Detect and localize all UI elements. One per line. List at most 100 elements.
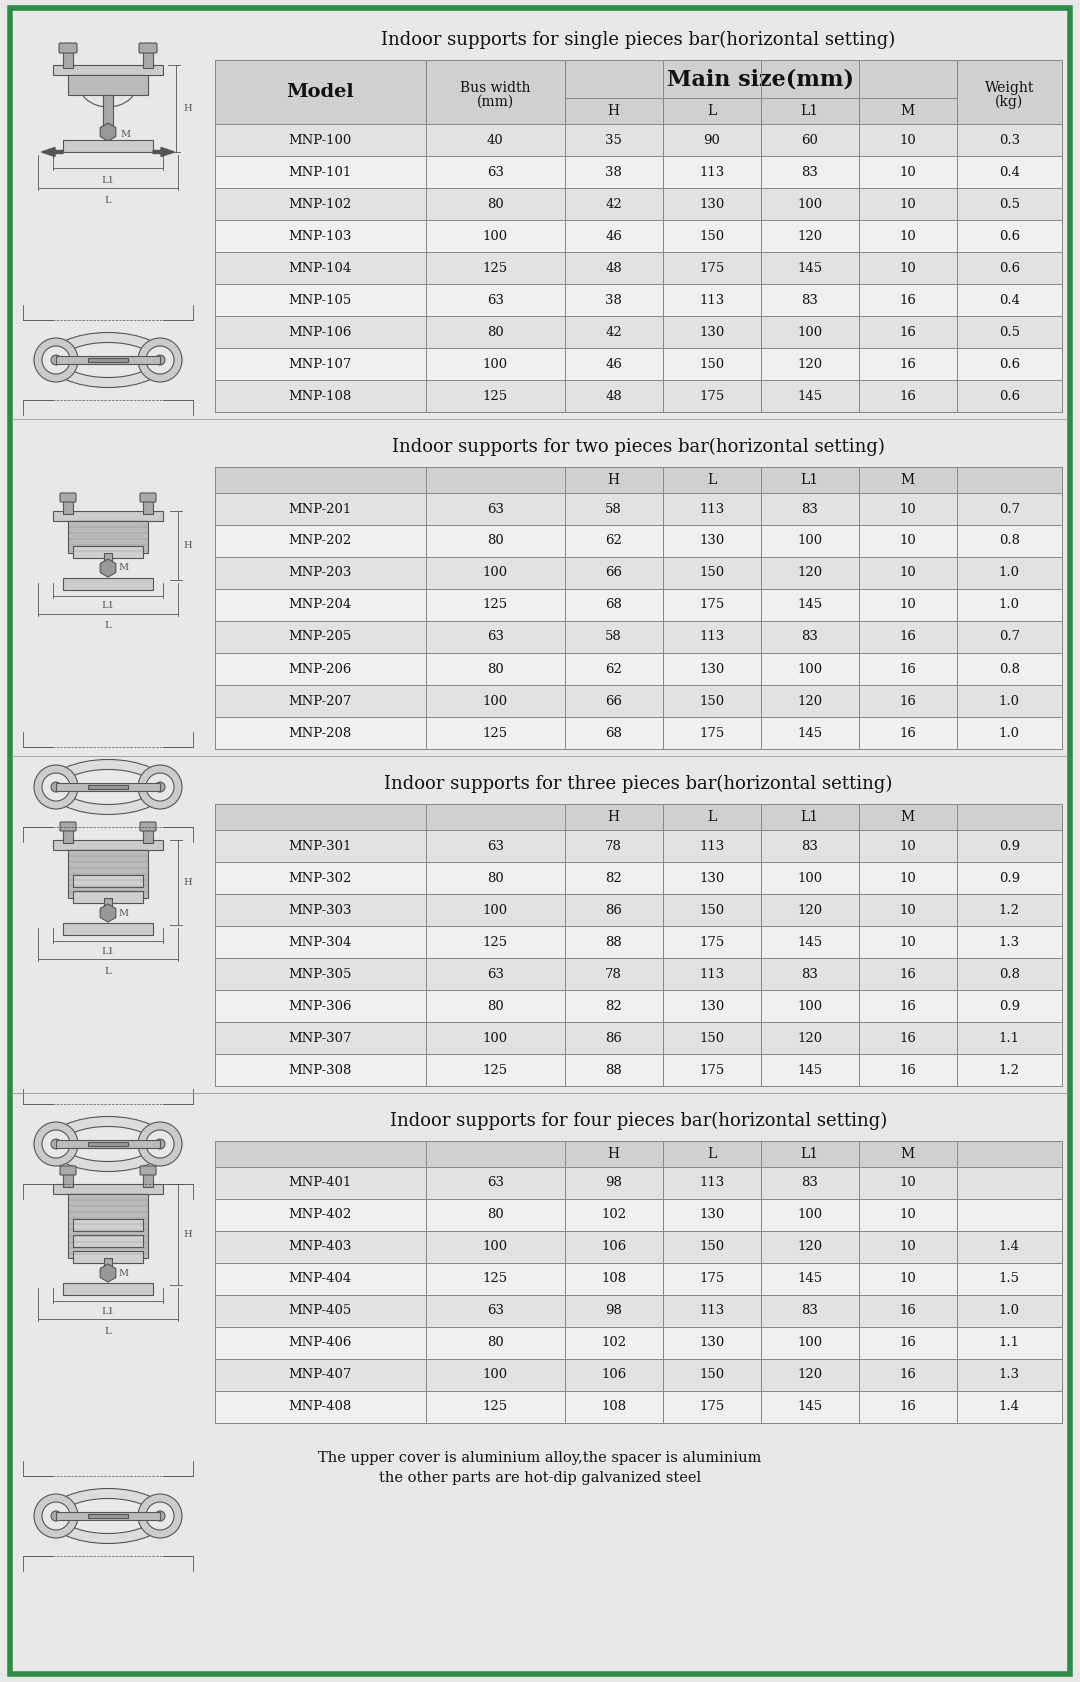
Ellipse shape — [48, 333, 168, 387]
Text: 10: 10 — [900, 935, 916, 949]
Bar — [53, 1184, 163, 1194]
Bar — [426, 284, 565, 316]
Bar — [565, 1055, 663, 1087]
Bar — [215, 804, 1062, 829]
Text: H: H — [608, 811, 620, 824]
Text: 0.4: 0.4 — [999, 293, 1020, 306]
Bar — [426, 1359, 565, 1391]
Bar — [760, 98, 859, 124]
FancyBboxPatch shape — [140, 822, 156, 831]
Circle shape — [33, 338, 78, 382]
Bar — [215, 348, 426, 380]
FancyArrow shape — [41, 148, 63, 156]
Bar — [56, 1512, 160, 1521]
Bar — [957, 1055, 1062, 1087]
Text: 42: 42 — [606, 197, 622, 210]
Bar — [957, 61, 1062, 124]
Bar — [760, 124, 859, 156]
Circle shape — [42, 1130, 70, 1157]
Bar — [663, 959, 760, 991]
Text: M: M — [901, 811, 915, 824]
Bar — [859, 284, 957, 316]
Text: 1.4: 1.4 — [999, 1401, 1020, 1413]
Bar — [53, 66, 163, 76]
Text: 60: 60 — [801, 133, 819, 146]
Text: MNP-101: MNP-101 — [288, 165, 352, 178]
Text: (mm): (mm) — [476, 94, 514, 109]
Bar — [215, 991, 426, 1023]
Text: Indoor supports for single pieces bar(horizontal setting): Indoor supports for single pieces bar(ho… — [381, 30, 895, 49]
Text: 125: 125 — [483, 1401, 508, 1413]
Bar — [859, 156, 957, 188]
Bar — [426, 959, 565, 991]
Text: 145: 145 — [797, 390, 822, 402]
Text: 125: 125 — [483, 1273, 508, 1285]
Text: 0.8: 0.8 — [999, 967, 1020, 981]
Bar — [859, 316, 957, 348]
Text: 16: 16 — [900, 663, 916, 676]
Circle shape — [138, 1122, 183, 1166]
Text: 1.0: 1.0 — [999, 1305, 1020, 1317]
Text: 46: 46 — [605, 358, 622, 370]
Bar — [663, 1295, 760, 1327]
Text: 175: 175 — [699, 261, 725, 274]
Bar — [565, 1359, 663, 1391]
FancyBboxPatch shape — [60, 822, 76, 831]
Text: 16: 16 — [900, 358, 916, 370]
Circle shape — [146, 774, 174, 801]
Text: 125: 125 — [483, 1063, 508, 1076]
Bar — [426, 156, 565, 188]
Bar — [859, 1327, 957, 1359]
Bar — [663, 1327, 760, 1359]
Bar — [426, 1055, 565, 1087]
Text: MNP-108: MNP-108 — [288, 390, 352, 402]
Bar — [63, 828, 73, 843]
Bar — [859, 493, 957, 525]
Text: 80: 80 — [487, 663, 503, 676]
Text: 80: 80 — [487, 1337, 503, 1349]
Text: 83: 83 — [801, 293, 819, 306]
Text: 83: 83 — [801, 967, 819, 981]
Text: 120: 120 — [797, 229, 822, 242]
Bar — [565, 220, 663, 252]
Bar — [859, 557, 957, 589]
Bar — [859, 1295, 957, 1327]
Bar — [87, 358, 129, 362]
Bar — [760, 589, 859, 621]
Bar — [565, 653, 663, 685]
Bar — [73, 547, 143, 558]
Bar — [73, 891, 143, 903]
Bar — [426, 829, 565, 861]
Bar — [565, 861, 663, 895]
Bar — [565, 98, 663, 124]
Bar — [78, 1194, 138, 1203]
Text: 150: 150 — [699, 1031, 725, 1045]
Bar — [760, 829, 859, 861]
Bar — [426, 1391, 565, 1423]
Text: L: L — [707, 1147, 716, 1161]
Bar — [63, 1283, 153, 1295]
Bar — [215, 188, 426, 220]
Bar — [760, 1167, 859, 1199]
Bar — [215, 1359, 426, 1391]
Text: 46: 46 — [605, 229, 622, 242]
Bar — [760, 1391, 859, 1423]
Text: 16: 16 — [900, 1337, 916, 1349]
Bar — [859, 653, 957, 685]
Bar — [73, 1235, 143, 1246]
Bar — [565, 557, 663, 589]
Text: MNP-408: MNP-408 — [288, 1401, 352, 1413]
Bar — [859, 1231, 957, 1263]
Text: MNP-205: MNP-205 — [288, 631, 352, 644]
Bar — [87, 1514, 129, 1517]
Text: 80: 80 — [487, 999, 503, 1013]
FancyBboxPatch shape — [60, 493, 76, 501]
Bar — [215, 493, 426, 525]
Text: 125: 125 — [483, 599, 508, 612]
Text: MNP-308: MNP-308 — [288, 1063, 352, 1076]
Bar — [760, 861, 859, 895]
Text: 48: 48 — [606, 261, 622, 274]
Bar — [426, 927, 565, 959]
Bar — [215, 1167, 426, 1199]
Text: 113: 113 — [699, 165, 725, 178]
